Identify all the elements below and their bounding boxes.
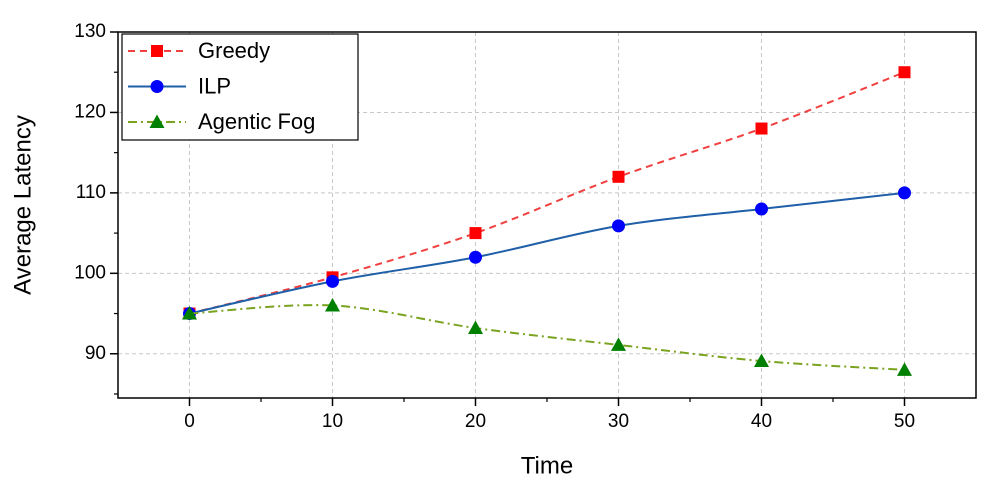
x-tick-label: 10 xyxy=(322,411,343,432)
y-tick-label: 130 xyxy=(74,21,106,42)
legend-label: Greedy xyxy=(198,38,270,63)
series-line xyxy=(189,191,905,315)
y-tick-label: 90 xyxy=(85,343,106,364)
marker xyxy=(469,250,482,264)
marker xyxy=(325,297,340,312)
marker xyxy=(897,362,912,376)
marker xyxy=(898,66,911,79)
plot-frame xyxy=(117,31,977,399)
marker xyxy=(898,186,911,200)
marker xyxy=(468,320,483,335)
marker xyxy=(151,45,163,57)
y-tick-label: 100 xyxy=(74,262,106,283)
x-axis-label: Time xyxy=(521,452,573,479)
y-tick-label: 110 xyxy=(76,182,106,203)
marker xyxy=(754,353,769,367)
x-tick-label: 20 xyxy=(465,411,486,432)
marker xyxy=(469,227,482,240)
marker xyxy=(150,80,164,93)
marker xyxy=(755,122,768,135)
x-tick-label: 0 xyxy=(184,411,195,432)
marker xyxy=(755,202,768,216)
marker xyxy=(612,219,625,233)
legend-label: Agentic Fog xyxy=(198,109,315,134)
marker xyxy=(149,114,165,128)
marker xyxy=(326,274,339,288)
x-tick-label: 50 xyxy=(894,411,915,432)
legend-label: ILP xyxy=(198,73,231,98)
x-tick-label: 30 xyxy=(608,411,629,432)
series-line xyxy=(189,71,905,315)
y-tick-label: 120 xyxy=(74,101,106,122)
y-axis-label: Average Latency xyxy=(9,115,36,295)
x-tick-label: 40 xyxy=(751,411,772,432)
marker xyxy=(612,170,625,183)
marker xyxy=(182,306,197,320)
marker xyxy=(611,337,626,351)
